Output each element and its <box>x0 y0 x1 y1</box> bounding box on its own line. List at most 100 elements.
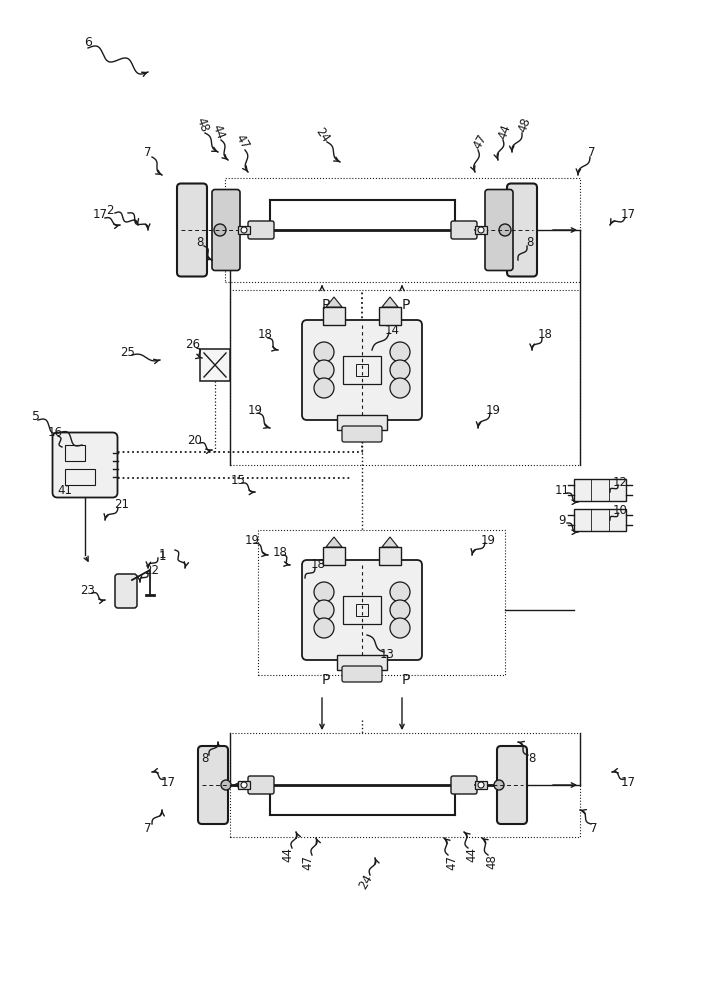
Text: 44: 44 <box>209 123 227 141</box>
Text: 10: 10 <box>613 504 628 516</box>
Text: 48: 48 <box>516 116 534 134</box>
Bar <box>225 178 580 282</box>
FancyBboxPatch shape <box>507 184 537 276</box>
Text: 7: 7 <box>144 146 152 159</box>
FancyBboxPatch shape <box>302 320 422 420</box>
Polygon shape <box>326 537 342 547</box>
Text: 44: 44 <box>497 123 513 141</box>
Text: 17: 17 <box>161 776 175 788</box>
Bar <box>574 509 626 531</box>
Text: 1: 1 <box>159 550 166 562</box>
Text: 9: 9 <box>558 514 565 526</box>
Circle shape <box>390 582 410 602</box>
FancyBboxPatch shape <box>342 666 382 682</box>
Text: 41: 41 <box>57 484 72 496</box>
FancyBboxPatch shape <box>115 574 137 608</box>
Text: 17: 17 <box>620 209 636 222</box>
Text: 7: 7 <box>588 146 596 159</box>
Bar <box>356 604 368 616</box>
Bar <box>238 226 250 234</box>
FancyBboxPatch shape <box>451 221 477 239</box>
Text: 47: 47 <box>301 854 314 869</box>
Text: 7: 7 <box>144 822 152 834</box>
Text: 18: 18 <box>537 328 552 342</box>
Circle shape <box>390 378 410 398</box>
Text: 25: 25 <box>121 346 135 359</box>
Circle shape <box>241 227 247 233</box>
Text: 19: 19 <box>481 534 495 546</box>
Text: 23: 23 <box>80 584 96 596</box>
Bar <box>230 290 580 465</box>
Bar <box>356 364 368 376</box>
Circle shape <box>390 600 410 620</box>
Circle shape <box>478 782 484 788</box>
Circle shape <box>214 224 226 236</box>
Bar <box>475 226 487 234</box>
Text: 18: 18 <box>311 558 325 572</box>
Bar <box>323 547 345 565</box>
Polygon shape <box>382 537 398 547</box>
Text: 19: 19 <box>245 534 259 546</box>
Text: 13: 13 <box>379 648 395 662</box>
Circle shape <box>390 342 410 362</box>
FancyBboxPatch shape <box>177 184 207 276</box>
Text: 19: 19 <box>486 403 500 416</box>
Circle shape <box>478 227 484 233</box>
Circle shape <box>390 360 410 380</box>
Text: P: P <box>321 673 330 687</box>
FancyBboxPatch shape <box>212 190 240 270</box>
Text: 19: 19 <box>248 403 263 416</box>
Text: 48: 48 <box>193 116 211 134</box>
Bar <box>238 781 250 789</box>
Circle shape <box>390 618 410 638</box>
Text: 8: 8 <box>529 752 536 764</box>
Circle shape <box>241 782 247 788</box>
Bar <box>230 733 580 837</box>
FancyBboxPatch shape <box>302 560 422 660</box>
Text: 24: 24 <box>357 872 375 892</box>
Bar <box>64 469 95 485</box>
Bar <box>258 530 505 675</box>
Text: 5: 5 <box>32 410 40 424</box>
FancyBboxPatch shape <box>198 746 228 824</box>
Text: 48: 48 <box>486 855 499 869</box>
Bar <box>64 445 85 461</box>
Text: 12: 12 <box>613 476 628 488</box>
Text: 8: 8 <box>526 235 534 248</box>
FancyBboxPatch shape <box>485 190 513 270</box>
Bar <box>200 349 230 381</box>
Circle shape <box>314 582 334 602</box>
Text: 8: 8 <box>201 752 209 764</box>
Text: P: P <box>402 673 411 687</box>
Circle shape <box>314 378 334 398</box>
Text: 8: 8 <box>196 235 203 248</box>
Text: 47: 47 <box>445 854 458 869</box>
Polygon shape <box>326 297 342 307</box>
Polygon shape <box>382 297 398 307</box>
Circle shape <box>494 780 504 790</box>
Text: 17: 17 <box>93 209 107 222</box>
Text: P: P <box>321 298 330 312</box>
Text: 16: 16 <box>48 426 62 440</box>
Bar <box>379 547 401 565</box>
Text: 7: 7 <box>590 822 598 834</box>
Bar <box>475 781 487 789</box>
FancyBboxPatch shape <box>342 426 382 442</box>
FancyBboxPatch shape <box>497 746 527 824</box>
Circle shape <box>314 342 334 362</box>
Bar <box>323 307 345 325</box>
Circle shape <box>314 618 334 638</box>
Text: 47: 47 <box>471 132 489 152</box>
Text: 14: 14 <box>384 324 400 336</box>
Bar <box>343 356 381 384</box>
Circle shape <box>221 780 231 790</box>
Text: 20: 20 <box>188 434 203 446</box>
Text: 17: 17 <box>620 776 636 788</box>
Text: P: P <box>402 298 411 312</box>
Text: 18: 18 <box>258 328 272 342</box>
Text: 18: 18 <box>272 546 287 558</box>
Text: 21: 21 <box>114 498 130 512</box>
Text: 26: 26 <box>185 338 201 352</box>
Text: 22: 22 <box>145 564 159 576</box>
FancyBboxPatch shape <box>451 776 477 794</box>
